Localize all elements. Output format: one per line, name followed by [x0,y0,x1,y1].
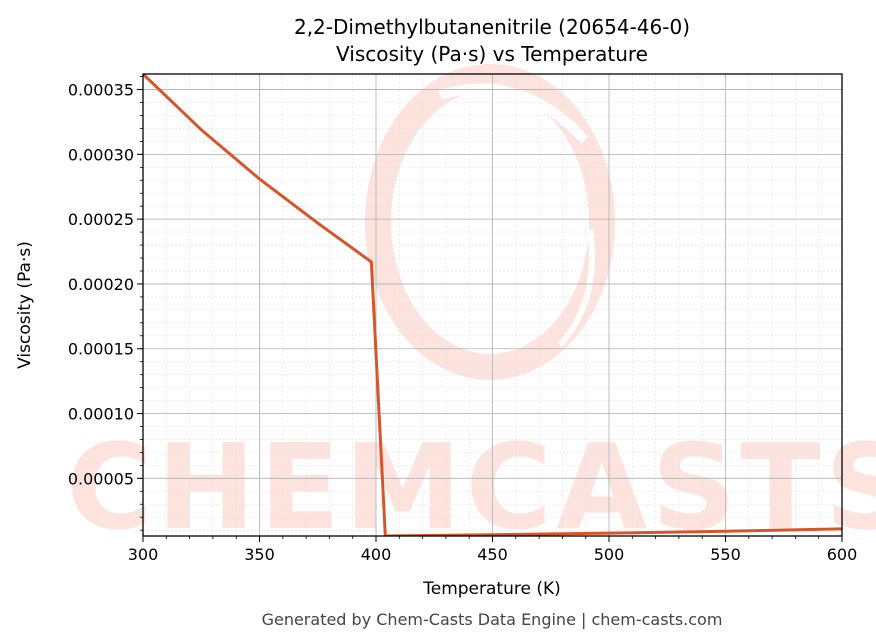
axis-ticks [137,76,843,542]
y-tick-label: 0.00020 [68,275,134,294]
x-tick-label: 350 [244,545,275,564]
x-tick-label: 600 [827,545,858,564]
y-tick-label: 0.00010 [68,405,134,424]
watermark-logo [365,64,615,380]
y-tick-label: 0.00005 [68,469,134,488]
x-axis-label: Temperature (K) [422,579,561,599]
y-tick-label: 0.00025 [68,210,134,229]
x-tick-label: 400 [361,545,392,564]
y-tick-label: 0.00035 [68,81,134,100]
plot-frame [142,73,843,537]
chart-subtitle: Viscosity (Pa·s) vs Temperature [336,42,648,66]
y-tick-label: 0.00015 [68,340,134,359]
x-tick-label: 500 [594,545,625,564]
y-axis-label: Viscosity (Pa·s) [15,241,35,369]
chart-title: 2,2-Dimethylbutanenitrile (20654-46-0) [294,15,690,39]
watermark-text: CHEMCASTS [66,418,876,556]
watermark: CHEMCASTS [66,64,876,556]
x-tick-label: 300 [128,545,159,564]
viscosity-series-line [143,74,842,536]
y-tick-label: 0.00030 [68,145,134,164]
x-tick-label: 450 [477,545,508,564]
x-tick-label: 550 [710,545,741,564]
footer-credit: Generated by Chem-Casts Data Engine | ch… [262,610,723,629]
tick-labels: 300 350 400 450 500 550 600 0.00005 0.00010 0.000… [68,81,857,564]
series-layer [143,74,842,536]
